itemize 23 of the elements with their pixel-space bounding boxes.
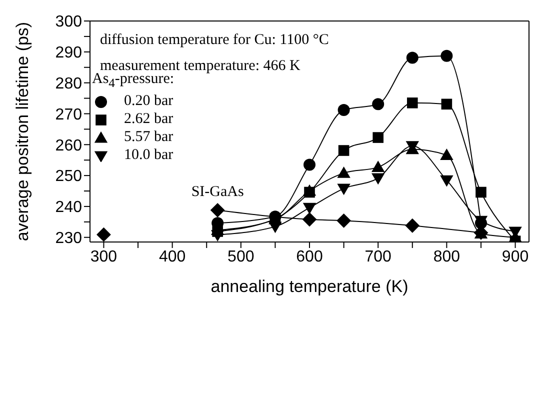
legend-label: 10.0 bar: [124, 146, 174, 164]
y-tick-label: 300: [55, 14, 82, 31]
y-tick-label: 270: [55, 106, 82, 124]
legend-label: 2.62 bar: [124, 110, 174, 128]
annotation: SI-GaAs: [191, 184, 244, 200]
y-axis-title: average positron lifetime (ps): [13, 22, 32, 242]
x-tick-label: 500: [228, 248, 254, 266]
legend-label: 5.57 bar: [124, 128, 174, 146]
x-axis-title: annealing temperature (K): [210, 277, 408, 296]
legend-label: 0.20 bar: [124, 92, 174, 110]
x-tick-label: 900: [502, 248, 529, 266]
x-tick-label: 600: [296, 248, 323, 266]
annotation: diffusion temperature for Cu: 1100 °C: [100, 32, 329, 48]
y-tick-label: 280: [55, 76, 82, 92]
x-tick-label: 300: [90, 248, 118, 266]
x-tick-label: 700: [364, 248, 392, 266]
y-tick-label: 260: [55, 137, 82, 154]
x-tick-label: 800: [433, 248, 460, 266]
x-tick-label: 400: [158, 248, 186, 266]
y-tick-label: 250: [55, 168, 82, 186]
y-tick-label: 230: [55, 230, 82, 248]
y-tick-label: 240: [55, 199, 82, 216]
y-tick-label: 290: [55, 44, 82, 62]
